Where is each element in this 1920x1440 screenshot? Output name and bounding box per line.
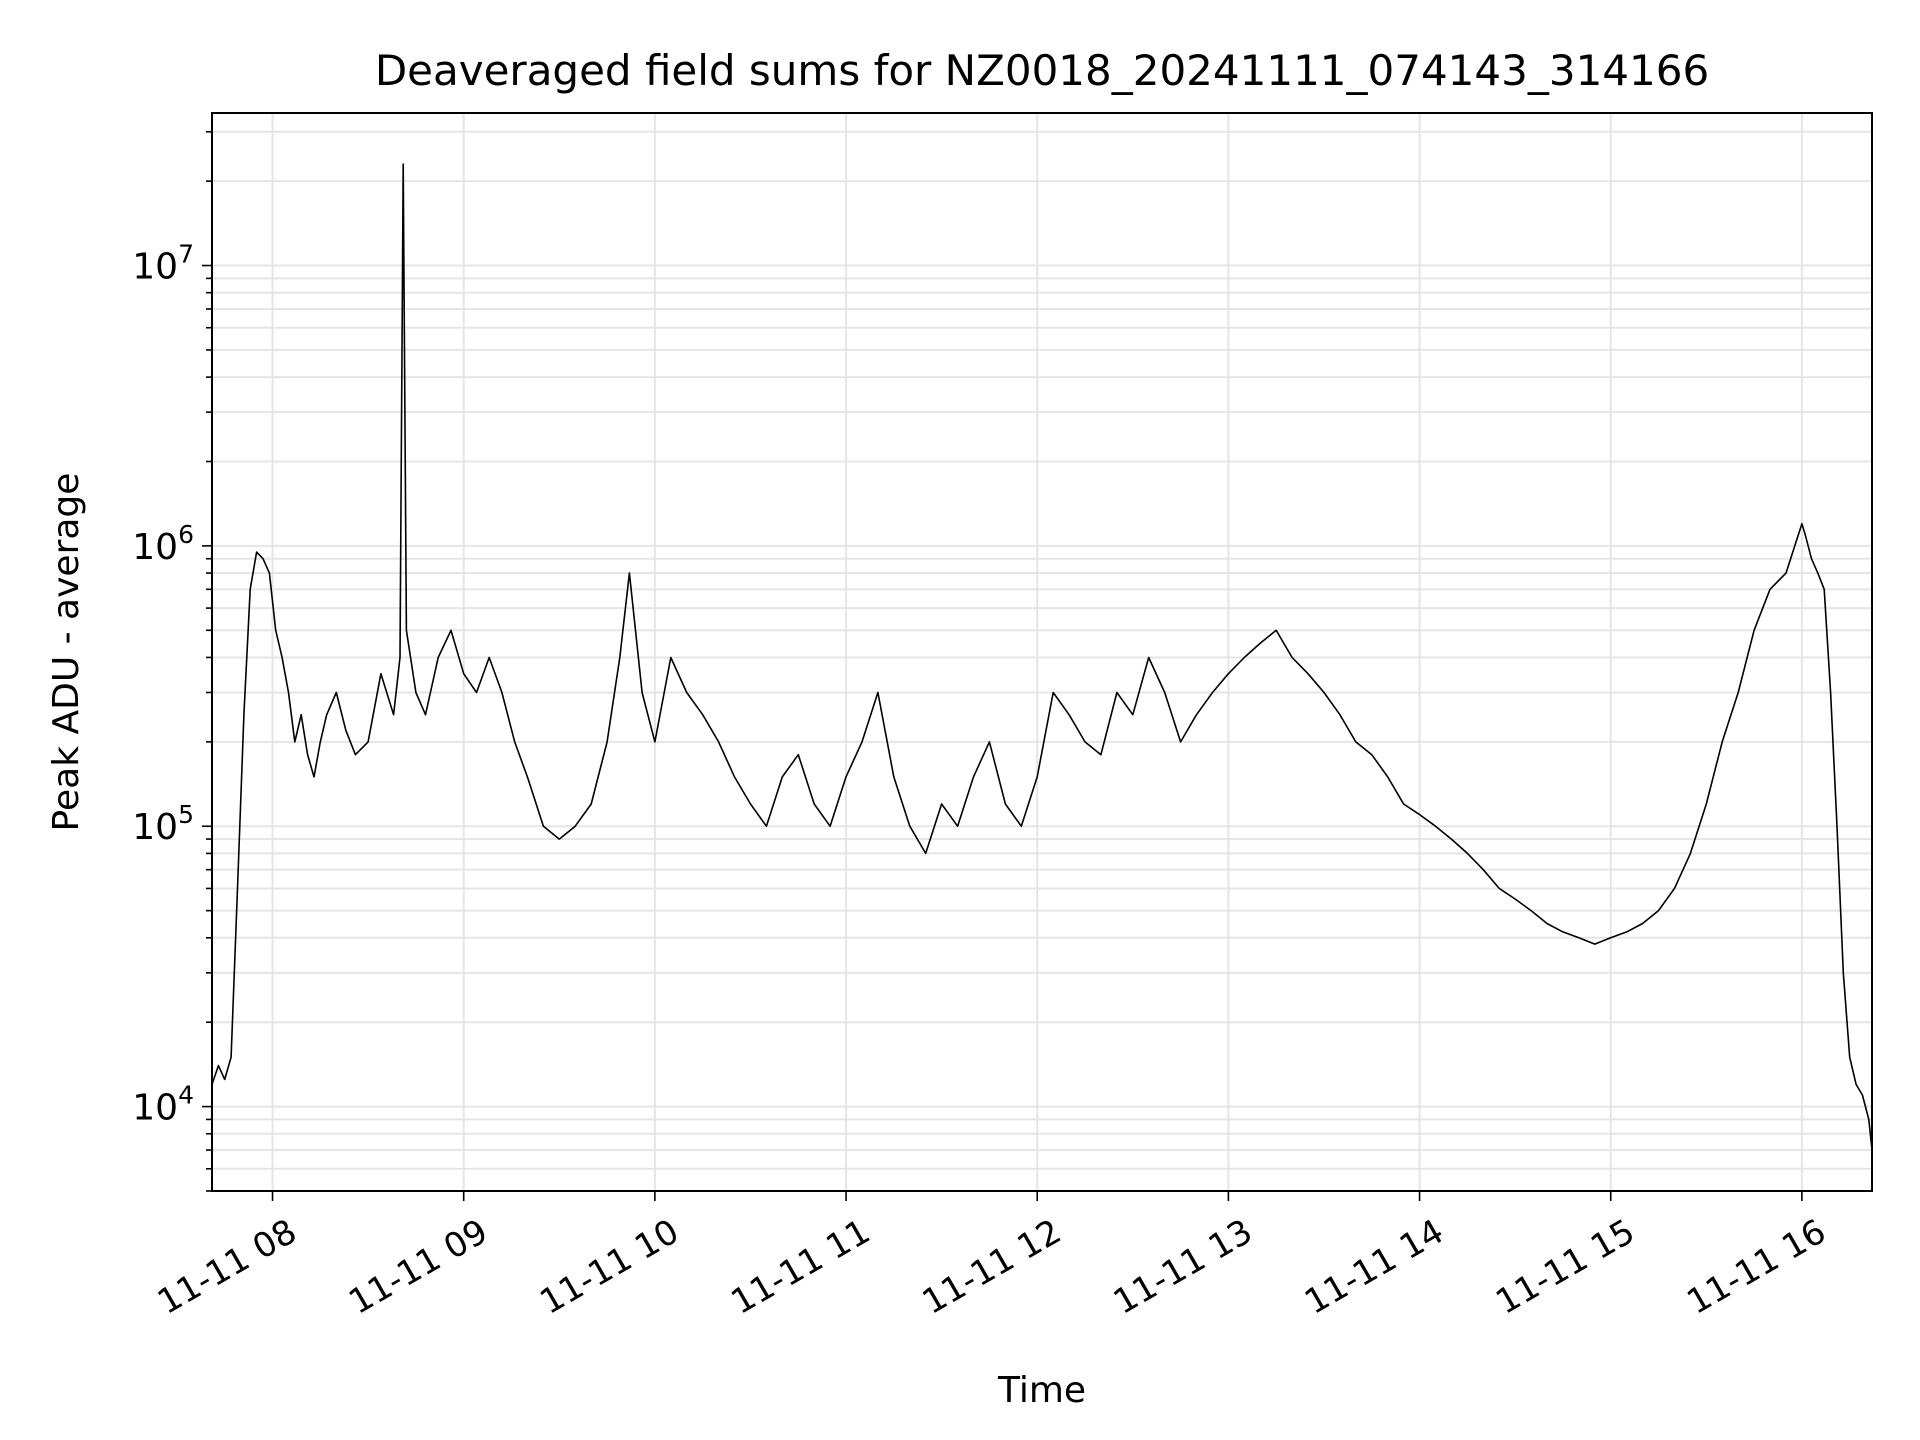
series-line-0 [212, 163, 1872, 1151]
chart-title: Deaveraged field sums for NZ0018_2024111… [375, 46, 1709, 95]
axes-frame [211, 112, 1873, 1192]
x-axis-label: Time [997, 1370, 1086, 1411]
y-axis-label: Peak ADU - average [46, 473, 87, 832]
y-tick-label: 106 [132, 520, 194, 568]
y-tick-label: 104 [132, 1081, 194, 1129]
series-layer [212, 163, 1872, 1151]
y-tick-label: 105 [132, 800, 194, 848]
y-tick-label: 107 [132, 240, 194, 288]
grid-lines [212, 113, 1872, 1192]
